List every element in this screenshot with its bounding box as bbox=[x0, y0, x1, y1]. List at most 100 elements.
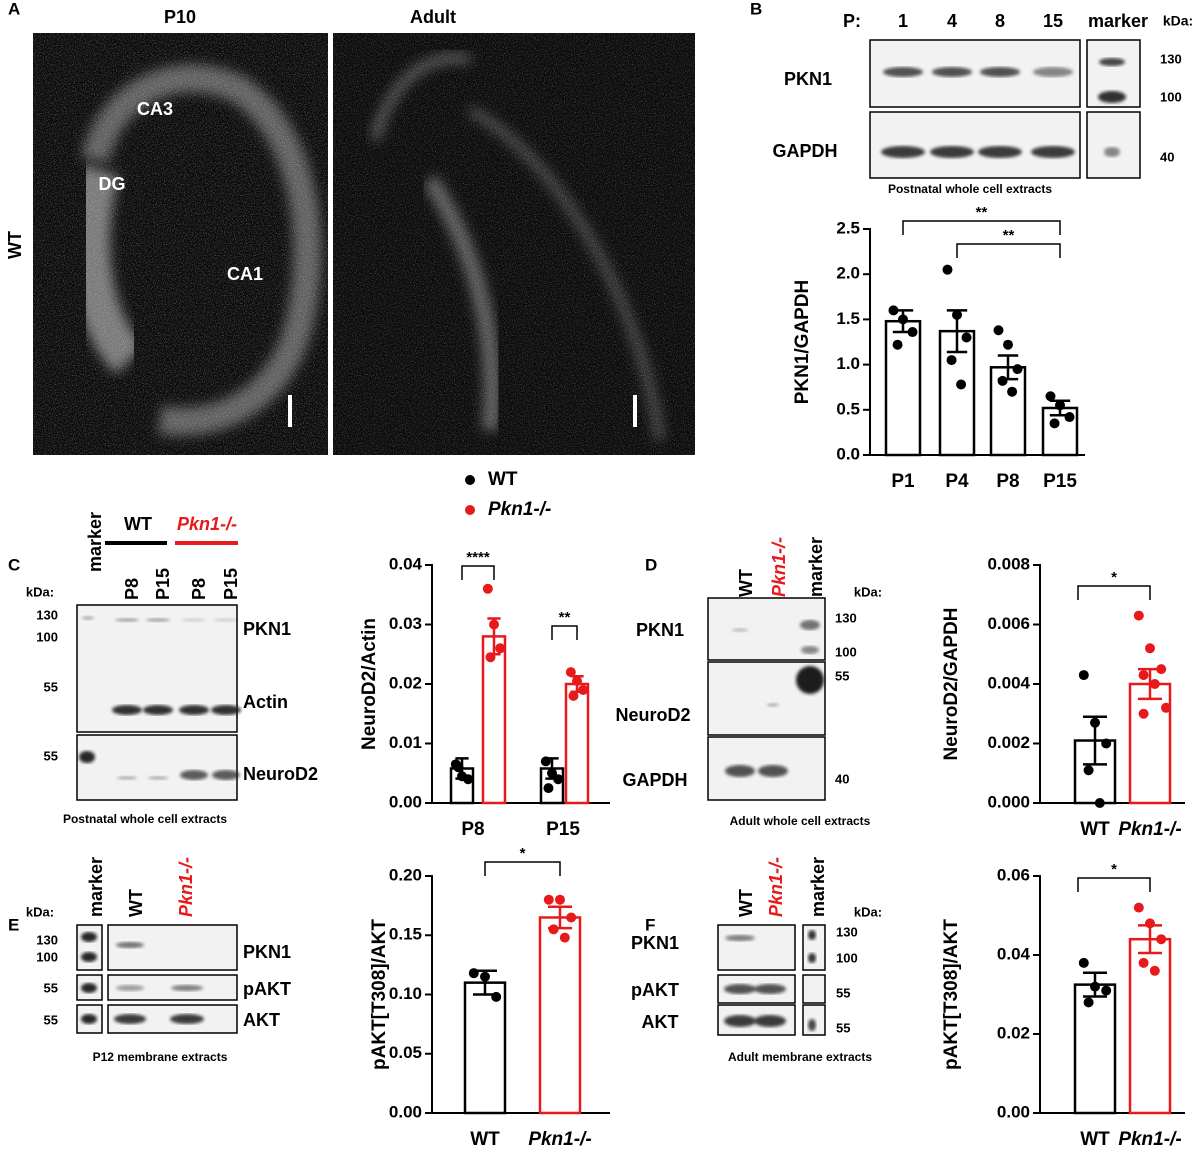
data-point bbox=[1055, 400, 1065, 411]
blot-band bbox=[112, 705, 142, 715]
scale-bar bbox=[288, 395, 292, 427]
data-point bbox=[1156, 934, 1167, 945]
data-point bbox=[1094, 798, 1105, 808]
lane-label: P15 bbox=[153, 568, 173, 600]
x-tick-label: P15 bbox=[546, 819, 580, 840]
data-point bbox=[482, 583, 493, 594]
size-label: 55 bbox=[836, 985, 850, 1000]
y-tick-label: 0.20 bbox=[389, 865, 422, 884]
y-tick-label: 0.02 bbox=[997, 1023, 1030, 1042]
data-point bbox=[495, 643, 506, 654]
data-point bbox=[480, 971, 490, 982]
data-point bbox=[543, 894, 554, 905]
band-label: PKN1 bbox=[243, 942, 291, 962]
x-tick-label: Pkn1-/- bbox=[1118, 819, 1181, 840]
lane-label: marker bbox=[1088, 11, 1148, 31]
data-point bbox=[540, 756, 551, 767]
y-tick-label: 0.5 bbox=[836, 399, 860, 418]
blot-band bbox=[758, 765, 788, 777]
significance-label: ** bbox=[976, 204, 988, 221]
x-tick-label: Pkn1-/- bbox=[528, 1129, 591, 1150]
data-point bbox=[468, 968, 479, 979]
y-tick-label: 0.05 bbox=[389, 1043, 422, 1062]
blot-band bbox=[1104, 147, 1120, 157]
blot-caption: P12 membrane extracts bbox=[93, 1050, 228, 1064]
y-tick-label: 0.06 bbox=[997, 865, 1030, 884]
size-label: 100 bbox=[835, 644, 857, 659]
blot-band bbox=[808, 1019, 816, 1031]
size-label: 130 bbox=[1160, 51, 1182, 66]
blot-frame bbox=[869, 111, 1081, 179]
blot-band bbox=[767, 703, 779, 707]
blot-band bbox=[179, 705, 209, 715]
region-label: CA3 bbox=[137, 99, 173, 119]
data-point bbox=[491, 991, 502, 1002]
size-label: 55 bbox=[44, 1012, 58, 1027]
blot-band bbox=[148, 776, 168, 780]
significance-bracket bbox=[902, 220, 1061, 235]
band-label: pAKT bbox=[243, 979, 291, 999]
blot-frame bbox=[717, 924, 796, 971]
data-point bbox=[907, 327, 918, 338]
data-point bbox=[548, 924, 559, 935]
significance-label: * bbox=[1111, 861, 1117, 878]
data-point bbox=[578, 684, 589, 695]
band-label: GAPDH bbox=[772, 141, 837, 161]
data-point bbox=[892, 339, 903, 350]
blot-band bbox=[732, 628, 748, 632]
data-point bbox=[1101, 985, 1112, 996]
blot-band bbox=[81, 952, 97, 962]
blot-band bbox=[754, 1015, 786, 1027]
blot-band bbox=[143, 705, 173, 715]
data-point bbox=[485, 652, 496, 663]
kda-label: kDa: bbox=[854, 584, 882, 599]
data-point bbox=[1090, 981, 1100, 992]
bar bbox=[1128, 937, 1172, 1115]
blot-band bbox=[214, 618, 238, 622]
band-label: PKN1 bbox=[636, 620, 684, 640]
blot-frame bbox=[76, 734, 238, 801]
data-point bbox=[553, 774, 564, 785]
significance-bracket bbox=[956, 243, 1061, 258]
bar bbox=[463, 981, 507, 1115]
blot-band bbox=[146, 618, 170, 622]
blot-band bbox=[978, 146, 1022, 158]
size-label: 100 bbox=[36, 629, 58, 644]
blot-band bbox=[81, 932, 97, 942]
data-point bbox=[1078, 957, 1089, 968]
blot-band bbox=[800, 620, 820, 630]
blot-band bbox=[116, 942, 144, 948]
lane-label: WT bbox=[126, 889, 146, 917]
y-axis-label: NeuroD2/Actin bbox=[359, 618, 380, 750]
x-tick-label: P4 bbox=[945, 471, 969, 492]
lane-label: 1 bbox=[898, 11, 908, 31]
significance-label: * bbox=[520, 845, 526, 862]
y-tick-label: 0.00 bbox=[997, 1102, 1030, 1121]
data-point bbox=[559, 932, 570, 943]
blot-band bbox=[808, 953, 816, 963]
blot-band bbox=[801, 646, 819, 654]
significance-label: ** bbox=[559, 609, 571, 626]
blot-frame bbox=[76, 924, 103, 971]
band-label: NeuroD2 bbox=[615, 705, 690, 725]
size-label: 55 bbox=[835, 668, 849, 683]
micrographs bbox=[33, 33, 695, 455]
band-label: NeuroD2 bbox=[243, 764, 318, 784]
significance-bracket bbox=[461, 565, 495, 580]
y-axis-label: pAKT[T308]/AKT bbox=[941, 919, 962, 1070]
lane-label: WT bbox=[736, 889, 756, 917]
blot-band bbox=[1033, 67, 1073, 77]
blot-band bbox=[1098, 91, 1126, 103]
y-tick-label: 1.0 bbox=[836, 354, 860, 373]
significance-bracket bbox=[551, 625, 578, 640]
y-tick-label: 0.04 bbox=[389, 554, 423, 573]
data-point bbox=[1161, 702, 1171, 713]
data-point bbox=[1145, 643, 1155, 654]
data-point bbox=[1090, 717, 1100, 728]
size-label: 100 bbox=[36, 949, 58, 964]
panel-label: D bbox=[645, 555, 657, 574]
blot-band bbox=[881, 146, 925, 158]
band-label: AKT bbox=[243, 1010, 280, 1030]
data-point bbox=[1049, 418, 1060, 429]
lane-label: P15 bbox=[221, 568, 241, 600]
